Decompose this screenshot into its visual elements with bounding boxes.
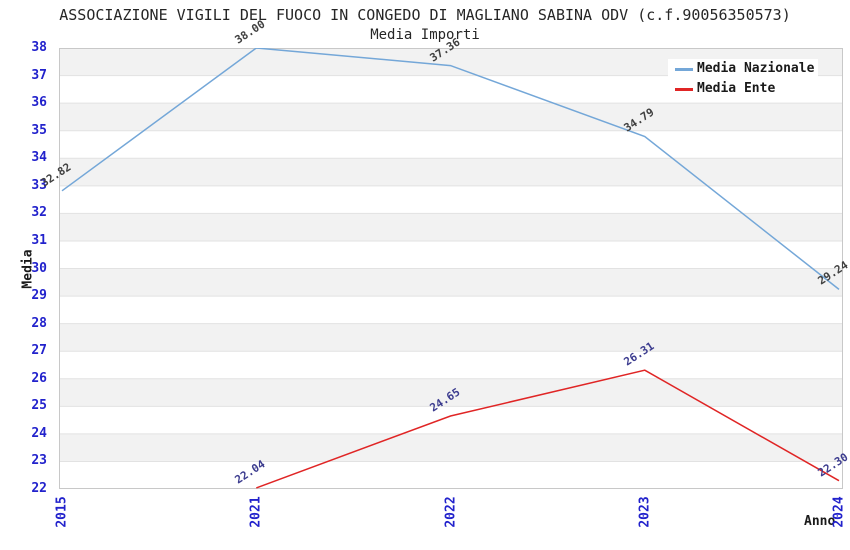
x-axis-tick-label: 2021 <box>248 496 264 528</box>
y-axis-tick-label: 31 <box>31 232 47 248</box>
legend-line-sample-blue <box>675 67 693 71</box>
y-axis-tick-label: 27 <box>31 343 47 359</box>
y-axis-tick-label: 32 <box>31 205 47 221</box>
legend-label-media-ente: Media Ente <box>697 81 776 96</box>
y-axis-tick-label: 24 <box>31 425 47 441</box>
y-axis-tick-label: 30 <box>31 260 47 276</box>
line-media-ente <box>256 369 840 489</box>
line-media-nazionale <box>61 48 840 290</box>
plot-border <box>59 48 843 489</box>
band-row <box>59 433 843 462</box>
y-axis-tick-label: 35 <box>31 122 47 138</box>
chart-subtitle: Media Importi <box>370 27 480 43</box>
legend-item-media-ente: Media Ente <box>668 79 780 99</box>
y-axis-tick-label: 23 <box>31 453 47 469</box>
plot-area <box>59 48 843 489</box>
band-row <box>59 268 843 297</box>
y-axis-tick-label: 37 <box>31 67 47 83</box>
band-row <box>59 213 843 241</box>
y-axis-tick-label: 38 <box>31 40 47 55</box>
band-row <box>59 103 843 131</box>
x-axis-tick-label: 2024 <box>831 496 847 528</box>
x-axis-tick-label: 2015 <box>54 496 70 528</box>
chart-canvas <box>59 48 843 489</box>
y-axis-tick-label: 26 <box>31 370 47 386</box>
legend: Media Nazionale Media Ente <box>668 59 819 99</box>
chart-title: ASSOCIAZIONE VIGILI DEL FUOCO IN CONGEDO… <box>59 6 791 24</box>
legend-item-media-nazionale: Media Nazionale <box>668 59 819 79</box>
band-row <box>59 158 843 186</box>
y-axis-tick-label: 22 <box>31 481 47 496</box>
y-axis-tick-label: 29 <box>31 288 47 304</box>
band-row <box>59 378 843 407</box>
y-axis-tick-label: 28 <box>31 315 47 331</box>
y-axis-tick-label: 33 <box>31 177 47 193</box>
legend-line-sample-red <box>675 87 693 91</box>
band-row <box>59 323 843 352</box>
y-axis-tick-label: 25 <box>31 398 47 414</box>
legend-label-media-nazionale: Media Nazionale <box>697 61 815 76</box>
x-axis-tick-label: 2023 <box>637 496 653 528</box>
y-axis-tick-label: 36 <box>31 95 47 111</box>
x-axis-tick-label: 2022 <box>443 496 458 528</box>
y-axis-tick-label: 34 <box>31 150 47 166</box>
x-axis-title: Anno <box>804 514 836 529</box>
